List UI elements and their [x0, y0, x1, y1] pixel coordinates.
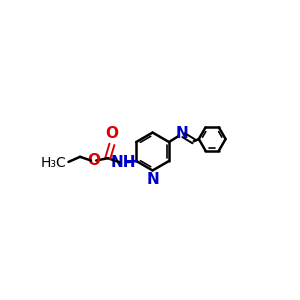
- Text: N: N: [175, 126, 188, 141]
- Text: NH: NH: [111, 155, 136, 170]
- Text: N: N: [146, 172, 159, 187]
- Text: O: O: [105, 126, 119, 141]
- Text: H₃C: H₃C: [40, 156, 66, 170]
- Text: O: O: [87, 154, 100, 169]
